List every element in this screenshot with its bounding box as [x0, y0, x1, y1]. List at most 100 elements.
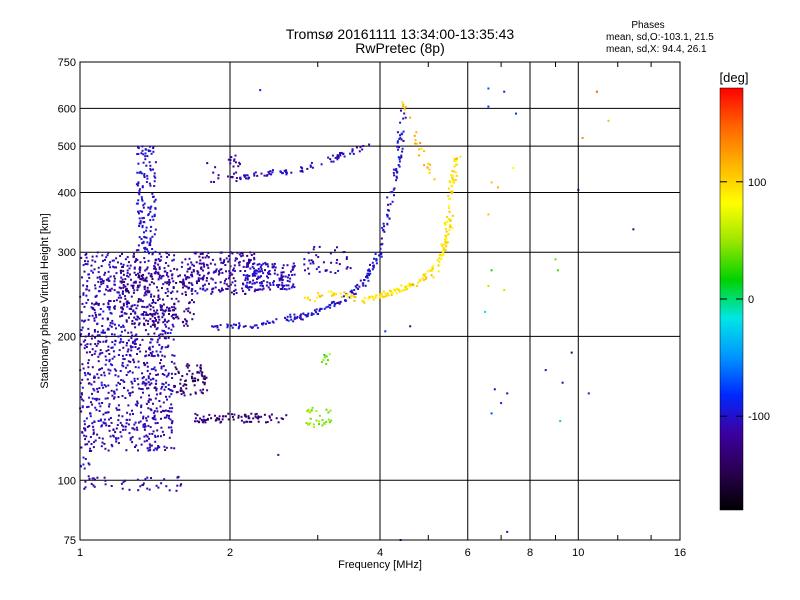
data-point [398, 156, 401, 159]
data-point [240, 252, 243, 255]
data-point [155, 407, 158, 410]
data-point [227, 175, 229, 178]
data-point [329, 252, 332, 255]
data-point [140, 278, 143, 281]
data-point [202, 278, 204, 281]
data-point [512, 167, 515, 169]
data-point [182, 391, 185, 394]
data-point [87, 298, 90, 301]
data-point [163, 433, 165, 436]
data-point [170, 360, 173, 363]
data-point [86, 260, 89, 263]
data-point [120, 281, 123, 284]
data-point [121, 364, 124, 367]
data-point [135, 249, 138, 252]
data-point [154, 440, 157, 443]
data-point [137, 244, 140, 247]
data-point [129, 370, 131, 373]
data-point [132, 309, 135, 312]
data-point [152, 299, 154, 301]
data-point [137, 421, 140, 424]
data-point [395, 176, 398, 179]
data-point [301, 169, 304, 172]
data-point [253, 262, 256, 265]
data-point [382, 296, 385, 299]
data-point [95, 301, 98, 304]
data-point [91, 477, 94, 480]
data-point [148, 446, 151, 449]
data-point [122, 304, 125, 307]
data-point [141, 185, 144, 188]
data-point [207, 266, 210, 269]
data-point [280, 278, 283, 280]
data-point [283, 169, 286, 172]
data-point [232, 418, 235, 421]
data-point [110, 443, 113, 446]
data-point [153, 332, 156, 335]
data-point [201, 392, 204, 395]
data-point [311, 406, 314, 409]
data-point [260, 172, 263, 175]
data-point [440, 254, 443, 257]
data-point [158, 446, 161, 449]
data-point [327, 359, 329, 362]
x-axis-label: Frequency [MHz] [338, 559, 422, 571]
data-point [143, 261, 146, 264]
data-point [129, 394, 132, 397]
data-point [280, 276, 283, 279]
data-point [444, 249, 447, 252]
data-point [506, 530, 509, 533]
data-point [428, 168, 431, 171]
data-point [96, 302, 99, 305]
data-point [80, 329, 83, 332]
data-point [288, 287, 291, 290]
data-point [94, 406, 97, 409]
data-point [125, 354, 128, 356]
data-point [132, 284, 135, 287]
data-point [164, 309, 167, 312]
data-point [152, 411, 155, 414]
data-point [143, 317, 146, 320]
data-point [253, 270, 256, 272]
data-point [97, 340, 100, 343]
data-point [155, 484, 158, 487]
data-point [153, 416, 156, 418]
data-point [121, 278, 124, 281]
data-point [219, 251, 222, 254]
data-point [389, 289, 391, 292]
data-point [114, 374, 117, 377]
data-point [380, 243, 383, 246]
data-point [340, 296, 343, 299]
data-point [185, 319, 188, 322]
data-point [277, 453, 280, 456]
data-point [448, 181, 451, 184]
data-point [122, 270, 125, 273]
data-point [139, 485, 142, 488]
data-point [89, 343, 92, 346]
data-point [148, 303, 151, 306]
data-point [132, 340, 135, 343]
data-point [94, 260, 97, 263]
data-point [172, 280, 175, 283]
data-point [110, 389, 113, 392]
data-point [437, 264, 440, 267]
data-point [378, 296, 381, 299]
data-point [184, 258, 187, 261]
data-point [137, 153, 140, 155]
data-point [166, 306, 168, 309]
data-point [264, 261, 267, 264]
data-point [263, 174, 266, 177]
data-point [272, 281, 275, 284]
data-point [144, 384, 147, 387]
data-point [417, 281, 420, 284]
data-point [135, 202, 138, 205]
data-point [403, 112, 406, 115]
data-point [104, 411, 107, 414]
data-point [122, 286, 125, 289]
data-point [149, 378, 152, 381]
data-point [382, 229, 385, 232]
data-point [200, 262, 203, 265]
data-point [141, 305, 144, 308]
data-point [234, 154, 237, 157]
